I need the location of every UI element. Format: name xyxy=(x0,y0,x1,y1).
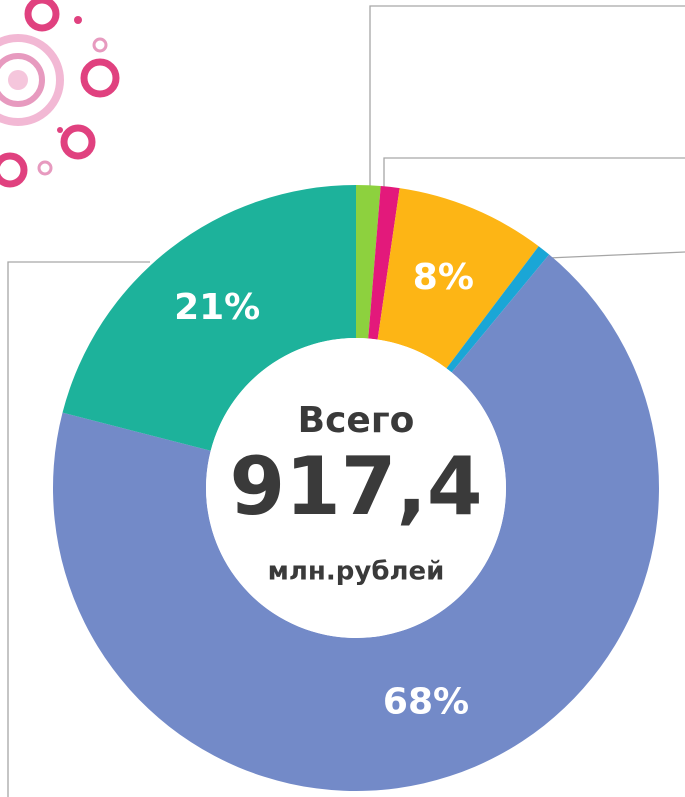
data-label: 68% xyxy=(383,681,469,722)
data-label: 21% xyxy=(174,287,260,328)
chart: Всего 917,4 млн.рублей 8% 68% 21% xyxy=(0,0,685,797)
data-label: 8% xyxy=(413,257,474,298)
center-title: Всего xyxy=(298,400,415,441)
center-value: 917,4 xyxy=(229,440,482,533)
center-unit: млн.рублей xyxy=(268,557,445,587)
decoration xyxy=(0,0,116,184)
